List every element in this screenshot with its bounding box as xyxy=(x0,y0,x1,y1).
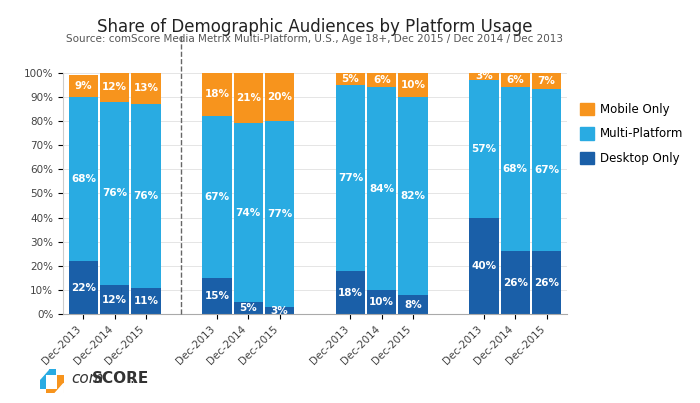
Text: 15%: 15% xyxy=(204,291,230,301)
Bar xyxy=(398,73,428,97)
Bar xyxy=(470,218,498,314)
Bar xyxy=(132,73,160,104)
Text: 13%: 13% xyxy=(134,83,158,93)
Bar xyxy=(368,87,396,290)
Bar xyxy=(470,80,498,218)
Bar xyxy=(368,73,396,87)
Bar xyxy=(532,89,561,251)
Bar xyxy=(69,261,98,314)
Text: 12%: 12% xyxy=(102,82,127,92)
Text: 21%: 21% xyxy=(236,93,260,103)
Bar xyxy=(532,73,561,89)
Text: Share of Demographic Audiences by Platform Usage: Share of Demographic Audiences by Platfo… xyxy=(97,18,533,36)
Text: 10%: 10% xyxy=(400,80,426,89)
Text: 68%: 68% xyxy=(71,174,96,184)
Bar xyxy=(202,73,232,116)
Text: com: com xyxy=(71,371,104,386)
Text: 84%: 84% xyxy=(369,184,394,193)
FancyBboxPatch shape xyxy=(40,369,56,389)
Text: 6%: 6% xyxy=(373,75,391,85)
Text: 76%: 76% xyxy=(134,191,159,201)
Text: SCORE: SCORE xyxy=(92,371,149,386)
Text: .: . xyxy=(130,371,134,386)
Text: 57%: 57% xyxy=(471,144,496,154)
Bar xyxy=(336,73,365,85)
Text: 7%: 7% xyxy=(538,76,556,86)
Bar xyxy=(69,97,98,261)
Bar xyxy=(470,73,498,80)
Bar xyxy=(100,102,130,285)
Bar xyxy=(532,251,561,314)
Legend: Mobile Only, Multi-Platform, Desktop Only: Mobile Only, Multi-Platform, Desktop Onl… xyxy=(580,103,683,165)
Bar xyxy=(234,123,262,302)
Text: 5%: 5% xyxy=(342,74,359,83)
Bar xyxy=(398,295,428,314)
Bar xyxy=(202,116,232,278)
Bar xyxy=(500,73,530,87)
Text: 5%: 5% xyxy=(239,303,257,313)
FancyBboxPatch shape xyxy=(46,375,57,389)
Polygon shape xyxy=(40,369,48,379)
Bar xyxy=(368,290,396,314)
Bar xyxy=(202,278,232,314)
Text: 82%: 82% xyxy=(400,191,426,201)
Text: 77%: 77% xyxy=(338,173,363,183)
Bar xyxy=(100,73,130,102)
Text: 6%: 6% xyxy=(506,75,524,85)
Text: 18%: 18% xyxy=(338,288,363,297)
Text: 8%: 8% xyxy=(404,300,422,310)
Bar xyxy=(265,73,294,121)
Text: 26%: 26% xyxy=(534,278,559,288)
Bar xyxy=(500,251,530,314)
Bar xyxy=(398,97,428,295)
FancyBboxPatch shape xyxy=(46,375,64,393)
Text: 68%: 68% xyxy=(503,164,528,174)
Text: 11%: 11% xyxy=(134,296,158,306)
Bar xyxy=(265,121,294,307)
Bar xyxy=(265,307,294,314)
Text: 12%: 12% xyxy=(102,295,127,305)
Text: 76%: 76% xyxy=(102,189,127,198)
Bar xyxy=(100,285,130,314)
Bar xyxy=(336,85,365,271)
Text: 26%: 26% xyxy=(503,278,528,288)
Bar xyxy=(234,302,262,314)
Bar xyxy=(132,288,160,314)
Text: 74%: 74% xyxy=(236,208,261,218)
Text: 67%: 67% xyxy=(534,166,559,175)
Text: 40%: 40% xyxy=(471,261,496,271)
Bar xyxy=(69,75,98,97)
Bar xyxy=(336,271,365,314)
Bar xyxy=(132,104,160,288)
Text: 9%: 9% xyxy=(75,81,92,91)
Text: 77%: 77% xyxy=(267,209,292,219)
Bar xyxy=(500,87,530,251)
Text: 10%: 10% xyxy=(370,297,394,307)
Text: 18%: 18% xyxy=(204,89,230,99)
Text: 3%: 3% xyxy=(475,71,493,81)
Text: 67%: 67% xyxy=(204,192,230,202)
Text: 20%: 20% xyxy=(267,92,292,102)
Bar xyxy=(234,73,262,123)
Text: 3%: 3% xyxy=(271,306,288,316)
Text: Source: comScore Media Metrix Multi-Platform, U.S., Age 18+, Dec 2015 / Dec 2014: Source: comScore Media Metrix Multi-Plat… xyxy=(66,34,564,44)
Text: 22%: 22% xyxy=(71,283,96,293)
Polygon shape xyxy=(55,384,64,393)
